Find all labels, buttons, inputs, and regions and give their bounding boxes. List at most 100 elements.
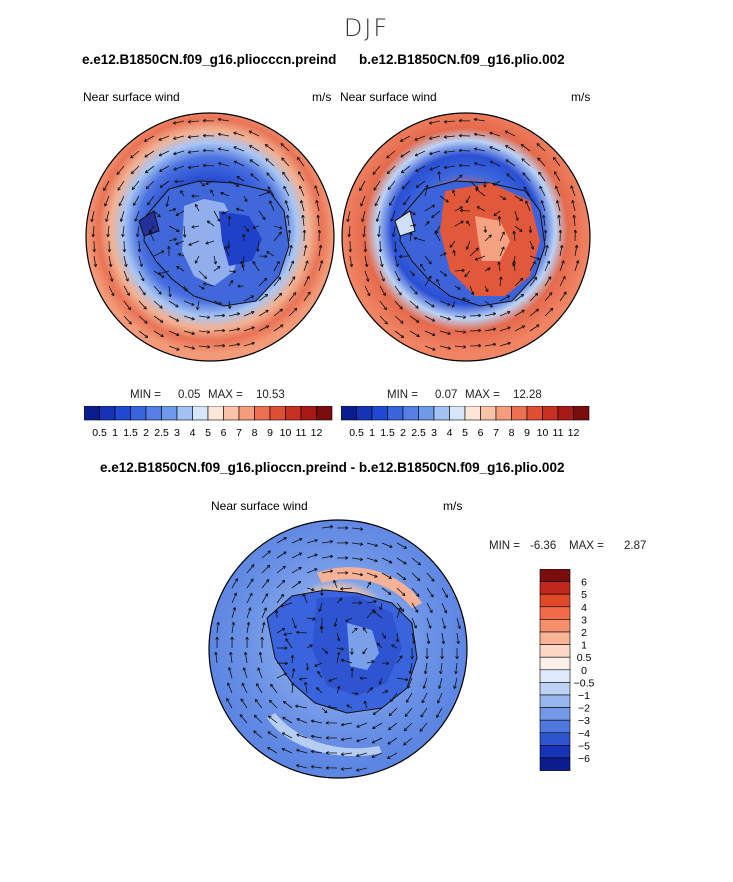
wind-vector [218,162,230,167]
wind-vector [159,165,170,172]
wind-vector-head [345,526,349,529]
wind-vector-head [248,130,252,134]
wind-vector-head [515,218,519,221]
wind-vector-head [289,229,292,233]
wind-vector-head [310,720,314,723]
wind-vector-head [553,156,557,159]
wind-vector-head [340,767,344,770]
wind-vector-head [478,313,482,316]
wind-vector [300,200,305,212]
wind-vector-head [382,293,386,296]
wind-vector-head [176,332,180,336]
colorbar-swatch [526,406,543,421]
wind-vector-head [416,291,418,295]
min-label-left: MIN = [130,389,161,401]
wind-vector-head [493,343,497,347]
wind-vector-head [251,564,255,567]
wind-vector-head [488,267,491,271]
plateau-right [475,216,510,261]
wind-vector-head [252,227,256,229]
wind-vector [243,311,255,317]
min-value-left: 0.05 [178,389,201,401]
wind-vector [188,150,200,153]
wind-vector [351,542,363,545]
wind-vector-head [92,234,95,238]
colorbar-swatch [130,406,147,421]
wind-vector-head [300,200,304,203]
wind-vector-head [334,624,338,627]
wind-vector [474,162,486,167]
wind-vector-head [520,228,523,232]
wind-vector-head [327,705,331,708]
wind-vector [449,240,456,248]
wind-vector [118,195,125,207]
wind-vector [559,260,565,272]
wind-vector-head [202,163,206,166]
wind-vector [213,210,221,222]
wind-vector-head [501,246,505,250]
colorbar-tick-label: 2 [143,427,149,439]
wind-vector [153,210,161,218]
wind-vector-head [463,330,467,333]
wind-vector [544,245,548,257]
wind-vector [261,579,270,589]
wind-vector [394,300,403,310]
wind-vector-head [218,132,222,135]
wind-vector [390,692,398,703]
wind-vector-head [412,223,417,226]
wind-vector-head [546,260,550,264]
wind-vector [346,704,353,709]
wind-vector-head [395,639,399,643]
colorbar-swatch [539,631,571,645]
wind-vector-head [260,636,263,640]
wind-vector [291,581,302,589]
wind-vector-head [110,263,113,267]
wind-vector [314,662,323,667]
colorbar-swatch [539,593,571,608]
wind-vector-head [573,214,576,218]
wind-vector [227,240,230,249]
wind-vector [351,572,363,576]
wind-vector [306,662,309,671]
wind-vector [407,677,413,689]
wind-vector-head [406,700,410,703]
wind-vector-head [475,187,479,190]
wind-vector [411,617,417,629]
wind-vector-head [401,320,404,324]
wind-vector-head [130,170,133,174]
wind-vector-head [281,157,283,161]
wind-vector-head [311,734,315,737]
wind-vector-head [168,294,171,298]
wind-vector-head [105,219,109,222]
wind-vector-head [391,644,394,648]
wind-vector-head [371,740,375,744]
wind-vector [469,180,479,190]
wind-vector-head [389,714,393,717]
wind-vector [454,206,463,212]
wind-vector [188,240,200,246]
wind-vector [444,150,456,153]
wind-vector-head [298,171,302,174]
map-border-diff [208,519,468,779]
colorbar-tick-label: 2 [581,627,587,639]
wind-vector-head [282,701,285,705]
colorbar-tick-label: 9 [524,427,530,439]
wind-vector-head [265,278,268,282]
wind-vector [489,146,501,152]
wind-vector-head [301,214,304,219]
wind-vector-head [158,137,162,141]
wind-vector-head [237,328,241,332]
wind-vector-head [206,220,209,224]
wind-vector-head [463,315,467,318]
wind-vector-head [458,165,462,168]
wind-vector-head [443,136,447,139]
wind-vector-head [168,245,171,249]
wind-vector-head [457,626,461,629]
wind-vector [514,325,525,332]
wind-vector [349,255,353,267]
wind-vector-head [159,307,163,309]
wind-vector-head [107,249,110,253]
wind-vector [183,300,195,306]
wind-vector-head [326,650,328,654]
wind-vector-head [522,172,526,175]
